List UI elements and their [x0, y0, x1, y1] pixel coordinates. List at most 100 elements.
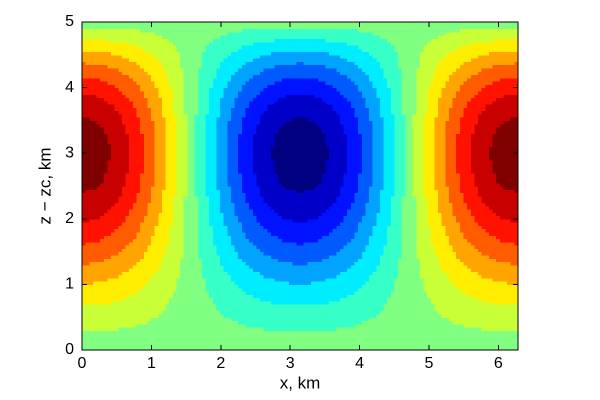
- contour-cell: [423, 327, 428, 331]
- contour-cell: [401, 336, 406, 341]
- contour-cell: [369, 225, 374, 230]
- contour-cell: [285, 294, 290, 299]
- contour-cell: [307, 300, 312, 305]
- contour-cell: [114, 300, 119, 305]
- contour-cell: [310, 287, 316, 292]
- contour-cell: [336, 317, 341, 322]
- contour-cell: [474, 251, 479, 256]
- contour-cell: [107, 320, 112, 325]
- contour-cell: [318, 300, 323, 305]
- contour-cell: [325, 268, 330, 272]
- contour-cell: [438, 231, 443, 236]
- contour-cell: [285, 320, 290, 325]
- contour-cell: [376, 235, 381, 240]
- contour-cell: [270, 307, 276, 312]
- contour-cell: [481, 300, 486, 305]
- contour-cell: [416, 287, 421, 292]
- contour-cell: [467, 323, 472, 328]
- contour-cell: [234, 333, 239, 338]
- contour-cell: [209, 225, 214, 230]
- contour-cell: [205, 336, 210, 341]
- contour-cell: [227, 254, 232, 259]
- contour-cell: [183, 225, 188, 230]
- contour-cell: [314, 235, 319, 240]
- contour-cell: [118, 277, 123, 282]
- contour-cell: [438, 320, 443, 325]
- contour-cell: [492, 245, 497, 249]
- contour-cell: [350, 340, 356, 345]
- contour-cell: [496, 304, 501, 308]
- contour-cell: [314, 313, 319, 318]
- contour-cell: [289, 228, 294, 233]
- contour-cell: [358, 340, 363, 345]
- contour-cell: [227, 340, 232, 345]
- contour-cell: [310, 336, 316, 341]
- contour-cell: [485, 264, 490, 269]
- contour-cell: [270, 320, 276, 325]
- contour-cell: [227, 264, 232, 269]
- contour-cell: [445, 218, 450, 223]
- contour-cell: [427, 277, 432, 282]
- contour-cell: [260, 287, 265, 292]
- contour-cell: [325, 281, 330, 285]
- contour-cell: [492, 251, 497, 256]
- contour-cell: [474, 231, 479, 236]
- contour-cell: [478, 320, 483, 325]
- contour-cell: [369, 317, 374, 322]
- contour-cell: [332, 327, 337, 331]
- contour-cell: [387, 300, 392, 305]
- contour-cell: [256, 274, 261, 279]
- contour-cell: [245, 294, 250, 299]
- contour-cell: [140, 317, 145, 322]
- contour-cell: [438, 304, 443, 308]
- contour-cell: [481, 228, 486, 233]
- contour-cell: [379, 281, 385, 285]
- contour-cell: [307, 241, 312, 246]
- contour-cell: [216, 254, 221, 259]
- contour-cell: [234, 225, 239, 230]
- contour-cell: [85, 287, 90, 292]
- contour-cell: [488, 248, 494, 253]
- contour-cell: [180, 300, 185, 305]
- contour-cell: [292, 251, 297, 256]
- contour-cell: [245, 238, 250, 243]
- contour-cell: [100, 231, 105, 236]
- contour-cell: [470, 340, 475, 345]
- contour-cell: [136, 284, 141, 289]
- contour-cell: [372, 281, 377, 285]
- contour-cell: [285, 330, 290, 335]
- contour-cell: [89, 218, 94, 223]
- contour-cell: [161, 225, 167, 230]
- contour-cell: [223, 268, 228, 272]
- contour-cell: [270, 346, 276, 351]
- contour-cell: [470, 290, 475, 295]
- contour-cell: [350, 287, 356, 292]
- contour-cell: [427, 254, 432, 259]
- contour-cell: [165, 310, 170, 315]
- contour-cell: [89, 238, 94, 243]
- contour-cell: [201, 274, 207, 279]
- contour-cell: [343, 323, 348, 328]
- contour-cell: [514, 346, 519, 351]
- contour-cell: [379, 245, 385, 249]
- contour-cell: [125, 208, 130, 213]
- contour-cell: [503, 346, 508, 351]
- contour-cell: [456, 317, 461, 322]
- contour-cell: [427, 261, 432, 266]
- contour-cell: [281, 290, 287, 295]
- contour-cell: [434, 300, 439, 305]
- contour-cell: [448, 251, 454, 256]
- contour-cell: [147, 245, 152, 249]
- contour-cell: [448, 327, 454, 331]
- contour-cell: [267, 294, 272, 299]
- contour-cell: [307, 297, 312, 302]
- contour-cell: [85, 225, 90, 230]
- contour-cell: [129, 336, 134, 341]
- contour-cell: [419, 268, 425, 272]
- contour-cell: [132, 212, 138, 217]
- contour-cell: [89, 208, 94, 213]
- contour-cell: [452, 258, 457, 263]
- contour-cell: [336, 218, 341, 223]
- contour-cell: [187, 254, 192, 259]
- contour-cell: [129, 225, 134, 230]
